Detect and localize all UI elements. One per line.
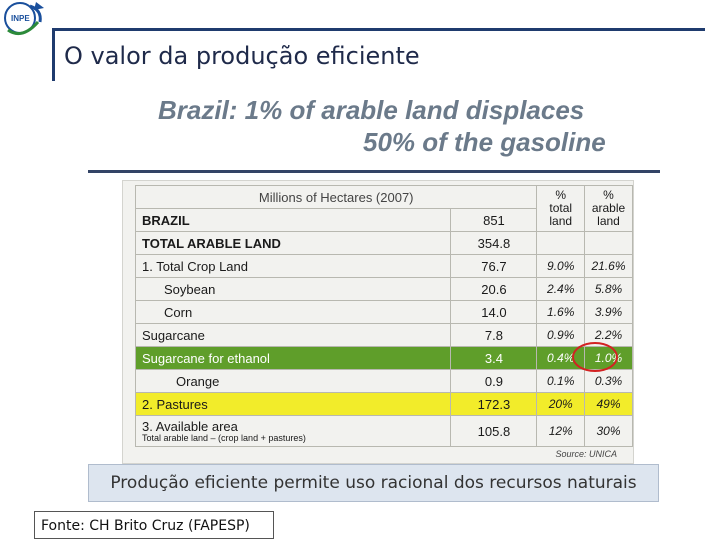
row-value: 7.8: [450, 323, 538, 347]
table-row: 1. Total Crop Land 76.7 9.0% 21.6%: [134, 254, 633, 278]
table-row: Corn 14.0 1.6% 3.9%: [134, 300, 633, 324]
row-pct-arable: 21.6%: [584, 254, 633, 278]
highlight-circle: [572, 342, 618, 372]
table-row-highlight-ethanol: Sugarcane for ethanol 3.4 0.4% 1.0%: [134, 346, 633, 370]
row-pct-total: 12%: [536, 415, 586, 447]
row-pct-total: [536, 231, 586, 255]
table-row-highlight-pastures: 2. Pastures 172.3 20% 49%: [134, 392, 633, 416]
row-value: 14.0: [450, 300, 538, 324]
row-label: BRAZIL: [134, 208, 452, 232]
headline-line-2: 50% of the gasoline: [363, 127, 606, 157]
row-pct-total: 0.1%: [536, 369, 586, 393]
row-pct-total: 2.4%: [536, 277, 586, 301]
row-pct-total: 20%: [536, 392, 586, 416]
row-pct-arable: [584, 231, 633, 255]
row-pct-arable: 5.8%: [584, 277, 633, 301]
row-pct-total: 9.0%: [536, 254, 586, 278]
headline: Brazil: 1% of arable land displaces 50% …: [158, 94, 638, 158]
table-row: Orange 0.9 0.1% 0.3%: [134, 369, 633, 393]
land-use-table: Millions of Hectares (2007) % total land…: [134, 185, 633, 447]
logo-text: INPE: [11, 14, 30, 23]
row-label: Sugarcane for ethanol: [134, 346, 452, 370]
row-value: 20.6: [450, 277, 538, 301]
headline-line-1: Brazil: 1% of arable land displaces: [158, 95, 585, 125]
row-label: Sugarcane: [134, 323, 452, 347]
row-pct-total: 0.9%: [536, 323, 586, 347]
row-label: 3. Available area: [142, 418, 238, 434]
footer-citation: Fonte: CH Brito Cruz (FAPESP): [34, 511, 274, 539]
page-title: O valor da produção eficiente: [64, 42, 420, 70]
table-row: 3. Available area Total arable land – (c…: [134, 415, 633, 447]
data-table-panel: Millions of Hectares (2007) % total land…: [122, 180, 634, 464]
table-header-row: Millions of Hectares (2007) % total land…: [134, 185, 633, 232]
row-pct-arable: 30%: [584, 415, 633, 447]
row-sublabel: Total arable land – (crop land + pasture…: [142, 432, 306, 443]
inpe-logo: INPE: [4, 2, 44, 36]
row-pct-arable: 0.3%: [584, 369, 633, 393]
divider: [88, 170, 660, 173]
pct-arable-header: % arable land: [584, 185, 633, 232]
table-header-label: Millions of Hectares (2007): [134, 185, 538, 209]
row-value: 172.3: [450, 392, 538, 416]
row-pct-total: 1.6%: [536, 300, 586, 324]
table-row: Sugarcane 7.8 0.9% 2.2%: [134, 323, 633, 347]
row-value: 76.7: [450, 254, 538, 278]
row-value: 105.8: [450, 415, 538, 447]
caption-box: Produção eficiente permite uso racional …: [88, 464, 659, 502]
row-label: Corn: [134, 300, 452, 324]
row-pct-arable: 3.9%: [584, 300, 633, 324]
source-note: Source: UNICA: [555, 449, 617, 459]
pct-total-header: % total land: [536, 185, 586, 232]
row-pct-arable: 49%: [584, 392, 633, 416]
row-label: Orange: [134, 369, 452, 393]
row-value: 851: [450, 208, 538, 232]
row-value: 354.8: [450, 231, 538, 255]
row-value: 0.9: [450, 369, 538, 393]
table-row: TOTAL ARABLE LAND 354.8: [134, 231, 633, 255]
row-value: 3.4: [450, 346, 538, 370]
table-row: Soybean 20.6 2.4% 5.8%: [134, 277, 633, 301]
title-frame: [52, 28, 705, 81]
row-label: Soybean: [134, 277, 452, 301]
row-label: 2. Pastures: [134, 392, 452, 416]
row-label: 1. Total Crop Land: [134, 254, 452, 278]
row-label: TOTAL ARABLE LAND: [134, 231, 452, 255]
row-label-cell: 3. Available area Total arable land – (c…: [134, 415, 452, 447]
